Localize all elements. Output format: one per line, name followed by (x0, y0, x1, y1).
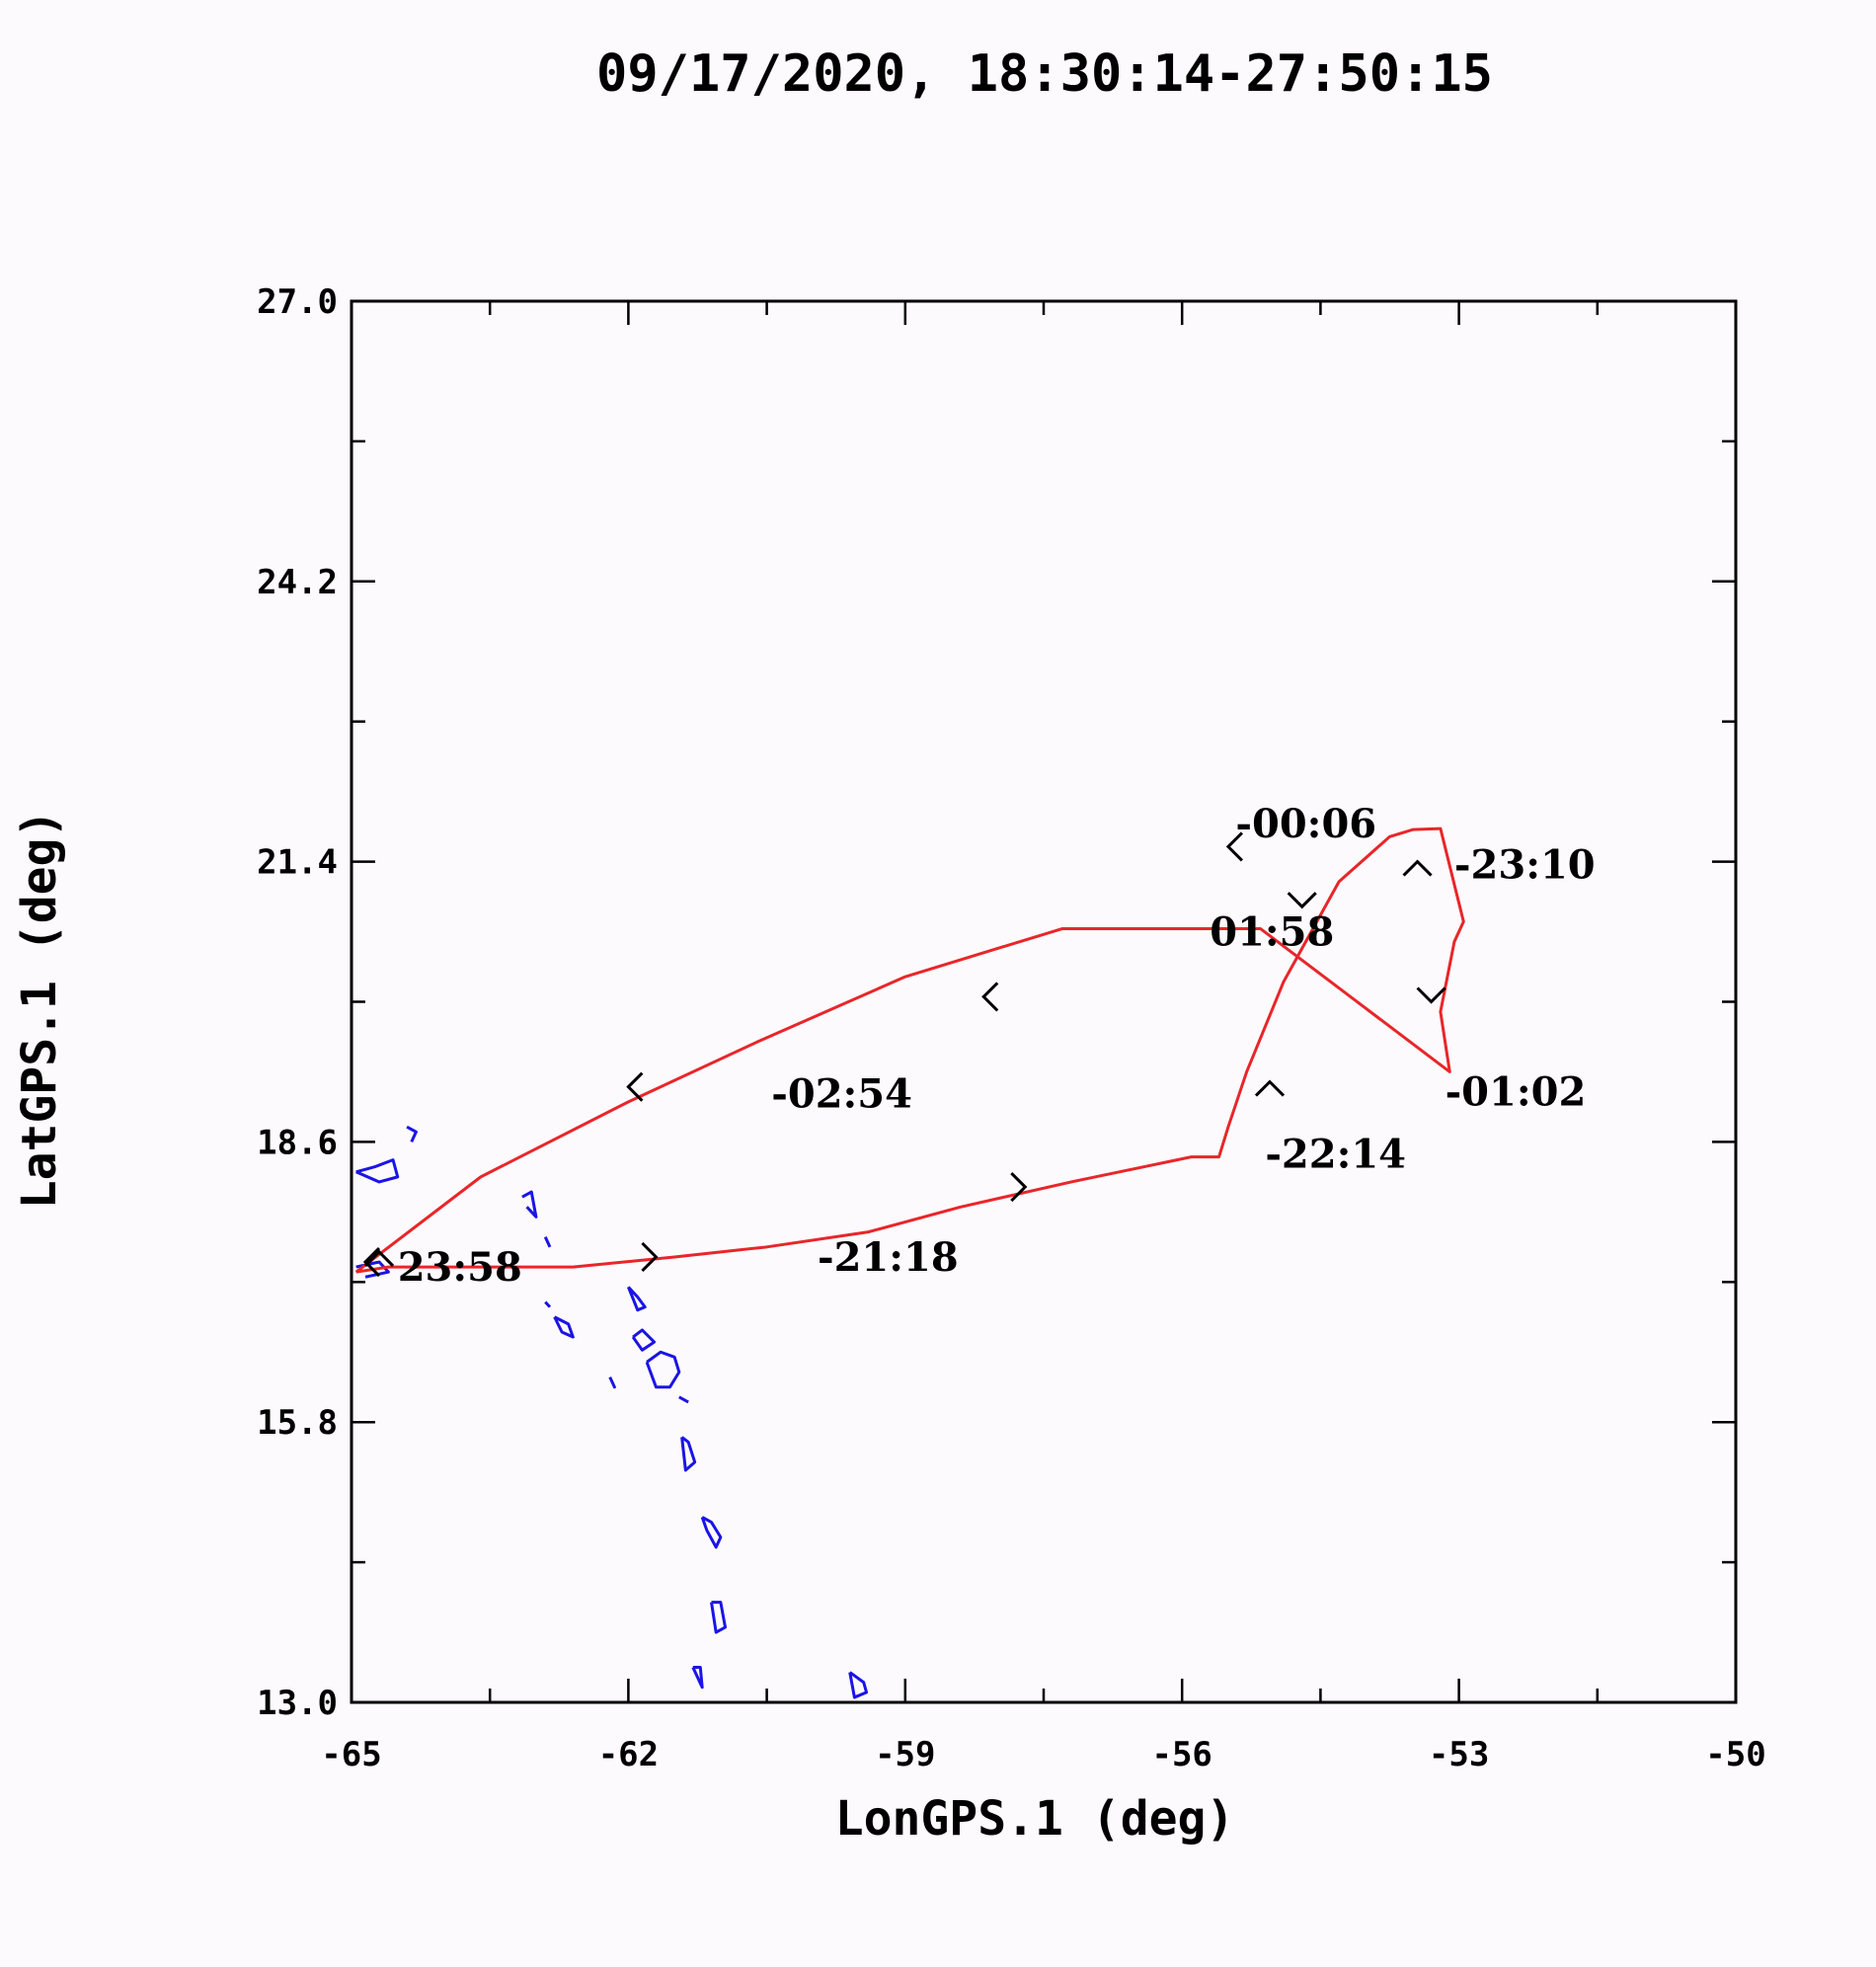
x-tick-label: -65 (321, 1735, 381, 1774)
coastline (691, 1666, 704, 1690)
time-label: -00:06 (1235, 801, 1376, 847)
coastline (521, 1190, 538, 1219)
coastline (710, 1601, 728, 1634)
direction-arrow (362, 1246, 381, 1278)
direction-arrow (641, 1241, 659, 1273)
coastline (678, 1395, 689, 1404)
y-tick-label: 18.6 (257, 1123, 338, 1162)
direction-arrow (626, 1071, 644, 1102)
coastline (553, 1315, 575, 1339)
direction-arrow (1254, 1079, 1286, 1097)
time-label: -21:18 (818, 1234, 959, 1281)
coastline-layer (355, 1125, 869, 1699)
coastline (700, 1516, 723, 1549)
y-tick-label: 13.0 (257, 1684, 338, 1723)
direction-arrow (1225, 831, 1243, 862)
direction-arrow (981, 982, 999, 1012)
flight-track-layer (354, 826, 1465, 1274)
coastline (680, 1436, 697, 1472)
coastline (631, 1328, 657, 1352)
plot-frame (350, 299, 1738, 1704)
y-tick-label: 24.2 (257, 563, 338, 602)
x-tick-label: -59 (875, 1735, 935, 1774)
direction-arrow (1416, 986, 1446, 1004)
time-label: 01:58 (1210, 909, 1334, 956)
time-label: -02:54 (771, 1071, 912, 1118)
x-tick-label: -56 (1151, 1735, 1212, 1774)
direction-arrow (1287, 892, 1317, 909)
flight-track-line (354, 826, 1465, 1274)
chart-title: 09/17/2020, 18:30:14-27:50:15 (596, 44, 1493, 104)
coastline (406, 1125, 418, 1143)
coastline (627, 1286, 647, 1312)
coastline (645, 1350, 681, 1389)
coastline (543, 1236, 552, 1248)
coastline (848, 1671, 869, 1699)
direction-arrow-layer (362, 831, 1446, 1278)
time-label-layer: -00:06 -23:10 01:58 -01:02 -22:14 -02:54 -21:1… (398, 801, 1596, 1291)
plot-border (350, 299, 1738, 1704)
tick-layer: -65 -62 -59 -56 -53 -50 13.0 15.8 18.6 21.4 24.2 27… (257, 282, 1766, 1774)
coastline (355, 1158, 400, 1184)
time-label: -22:14 (1265, 1132, 1406, 1178)
x-tick-label: -62 (598, 1735, 659, 1774)
time-label: -01:02 (1446, 1069, 1587, 1116)
time-label: 23:58 (398, 1244, 522, 1291)
coastline (608, 1376, 616, 1389)
x-tick-label: -53 (1429, 1735, 1489, 1774)
time-label: -23:10 (1454, 842, 1596, 889)
y-tick-label: 15.8 (257, 1403, 338, 1443)
y-tick-label: 21.4 (257, 843, 338, 883)
x-axis-label: LonGPS.1 (deg) (835, 1791, 1235, 1847)
y-axis-label: LatGPS.1 (deg) (12, 810, 67, 1210)
y-tick-label: 27.0 (257, 282, 338, 322)
direction-arrow (363, 1249, 395, 1267)
coastline (544, 1300, 552, 1308)
x-tick-label: -50 (1705, 1735, 1765, 1774)
direction-arrow (1402, 859, 1433, 877)
direction-arrow (1010, 1171, 1028, 1203)
